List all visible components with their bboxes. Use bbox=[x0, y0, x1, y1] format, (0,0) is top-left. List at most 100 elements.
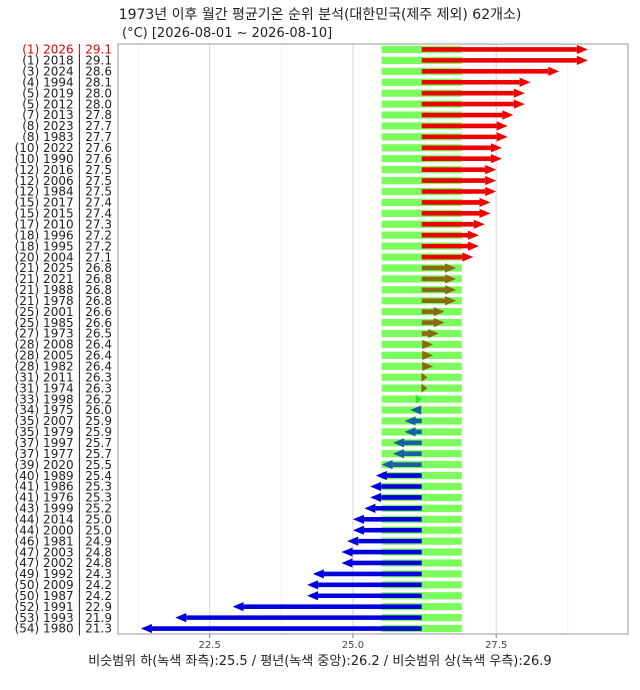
band-stripe bbox=[381, 526, 462, 534]
row-label: (40) 1989 | 25.4 bbox=[15, 469, 112, 483]
row-label: (12) 1984 | 27.5 bbox=[15, 185, 112, 199]
bar-arrowhead bbox=[393, 449, 405, 459]
grid bbox=[137, 44, 569, 634]
bar-arrowhead bbox=[445, 274, 457, 284]
row-label: (21) 2025 | 26.8 bbox=[15, 261, 112, 275]
row-label: (46) 1981 | 24.9 bbox=[15, 534, 112, 548]
bar-arrowhead bbox=[140, 623, 152, 634]
bar-arrowhead bbox=[490, 143, 502, 153]
row-label: (15) 2017 | 27.4 bbox=[15, 196, 112, 210]
band-stripe bbox=[381, 548, 462, 556]
bar-arrowhead bbox=[404, 416, 416, 426]
row-label: (25) 2001 | 26.6 bbox=[15, 305, 112, 319]
bar-arrowhead bbox=[473, 219, 485, 229]
chart-footer: 비슷범위 하(녹색 좌측):25.5 / 평년(녹색 중앙):26.2 / 비슷… bbox=[88, 654, 552, 669]
row-label: (18) 1996 | 27.2 bbox=[15, 228, 112, 242]
row-label: (49) 1992 | 24.3 bbox=[15, 567, 112, 581]
normal-range-band bbox=[381, 45, 462, 633]
row-label: (33) 1998 | 26.2 bbox=[15, 392, 112, 406]
row-label: (31) 2011 | 26.3 bbox=[15, 370, 112, 384]
band-stripe bbox=[381, 581, 462, 589]
band-stripe bbox=[381, 428, 462, 436]
bar-arrowhead bbox=[485, 186, 497, 197]
bar-arrowhead bbox=[468, 230, 480, 240]
row-label: (43) 1999 | 25.2 bbox=[15, 502, 112, 516]
chart-subtitle: (°C) [2026-08-01 ~ 2026-08-10] bbox=[122, 26, 333, 41]
bar-arrowhead bbox=[352, 525, 364, 535]
bar-arrowhead bbox=[232, 602, 244, 612]
band-stripe bbox=[381, 461, 462, 469]
band-stripe bbox=[381, 614, 462, 622]
row-label: (31) 1974 | 26.3 bbox=[15, 381, 112, 395]
row-label: (50) 2009 | 24.2 bbox=[15, 578, 112, 592]
bar-arrowhead bbox=[415, 394, 422, 404]
row-labels: (1) 2026 | 29.1(1) 2018 | 29.1(3) 2024 |… bbox=[15, 43, 112, 636]
row-label: (41) 1986 | 25.3 bbox=[15, 480, 112, 494]
row-label: (37) 1997 | 25.7 bbox=[15, 436, 112, 450]
bar-arrowhead bbox=[307, 580, 319, 590]
bar-arrowhead bbox=[410, 405, 422, 415]
bar-arrowhead bbox=[502, 110, 514, 120]
band-stripe bbox=[381, 450, 462, 458]
row-label: (27) 1973 | 26.5 bbox=[15, 327, 112, 341]
bars bbox=[140, 44, 588, 634]
row-label: (21) 1978 | 26.8 bbox=[15, 294, 112, 308]
bar-arrowhead bbox=[381, 460, 393, 470]
row-label: (10) 1990 | 27.6 bbox=[15, 152, 112, 166]
band-stripe bbox=[381, 537, 462, 545]
row-label: (28) 2008 | 26.4 bbox=[15, 338, 112, 352]
bar-arrowhead bbox=[485, 175, 497, 186]
chart-title: 1973년 이후 월간 평균기온 순위 분석(대한민국(제주 제외) 62개소) bbox=[118, 7, 522, 23]
row-label: (34) 1975 | 26.0 bbox=[15, 403, 112, 417]
bar-arrowhead bbox=[496, 121, 508, 131]
row-label: (12) 2016 | 27.5 bbox=[15, 163, 112, 177]
band-stripe bbox=[381, 471, 462, 480]
bar-arrowhead bbox=[490, 154, 502, 164]
band-stripe bbox=[381, 570, 462, 578]
bar-arrowhead bbox=[479, 208, 491, 218]
row-label: (21) 1988 | 26.8 bbox=[15, 283, 112, 297]
row-label: (44) 2000 | 25.0 bbox=[15, 523, 112, 537]
row-label: (28) 2005 | 26.4 bbox=[15, 349, 112, 363]
bar-arrowhead bbox=[375, 470, 387, 481]
row-label: (10) 2022 | 27.6 bbox=[15, 141, 112, 155]
row-label: (54) 1980 | 21.3 bbox=[15, 622, 112, 636]
bar-arrowhead bbox=[393, 438, 405, 448]
bar-arrowhead bbox=[370, 481, 382, 492]
bar-arrowhead bbox=[576, 44, 588, 55]
band-stripe bbox=[381, 515, 462, 523]
bar-arrowhead bbox=[422, 361, 434, 371]
row-label: (8) 2023 | 27.7 bbox=[22, 119, 112, 133]
bar-arrowhead bbox=[445, 263, 457, 273]
row-label: (47) 2003 | 24.8 bbox=[15, 545, 112, 559]
row-label: (15) 2015 | 27.4 bbox=[15, 207, 112, 221]
bar-arrowhead bbox=[370, 492, 382, 503]
bar-arrowhead bbox=[445, 296, 457, 306]
bar-arrowhead bbox=[347, 536, 359, 546]
bar-arrowhead bbox=[422, 339, 434, 350]
row-label: (8) 1983 | 27.7 bbox=[22, 130, 112, 144]
row-label: (4) 1994 | 28.1 bbox=[22, 75, 112, 89]
row-label: (35) 2007 | 25.9 bbox=[15, 414, 112, 428]
bar-arrowhead bbox=[496, 132, 508, 142]
row-label: (18) 1995 | 27.2 bbox=[15, 239, 112, 253]
row-label: (5) 2019 | 28.0 bbox=[22, 86, 112, 100]
bar-arrowhead bbox=[307, 591, 319, 601]
bar-arrowhead bbox=[485, 165, 497, 175]
bar-arrowhead bbox=[364, 503, 376, 513]
band-stripe bbox=[381, 493, 462, 502]
bar-arrowhead bbox=[462, 252, 474, 262]
row-label: (37) 1977 | 25.7 bbox=[15, 447, 112, 461]
x-axis: 22.5 25.0 27.5 bbox=[199, 634, 507, 651]
band-stripe bbox=[381, 624, 462, 633]
bar-arrowhead bbox=[576, 55, 588, 65]
x-tick-label: 22.5 bbox=[199, 640, 221, 651]
band-stripe bbox=[381, 603, 462, 611]
bar-arrowhead bbox=[468, 241, 480, 251]
band-stripe bbox=[381, 592, 462, 600]
row-label: (47) 2002 | 24.8 bbox=[15, 556, 112, 570]
bar-arrowhead bbox=[433, 307, 445, 317]
row-label: (12) 2006 | 27.5 bbox=[15, 174, 112, 188]
bar-arrowhead bbox=[404, 427, 416, 437]
